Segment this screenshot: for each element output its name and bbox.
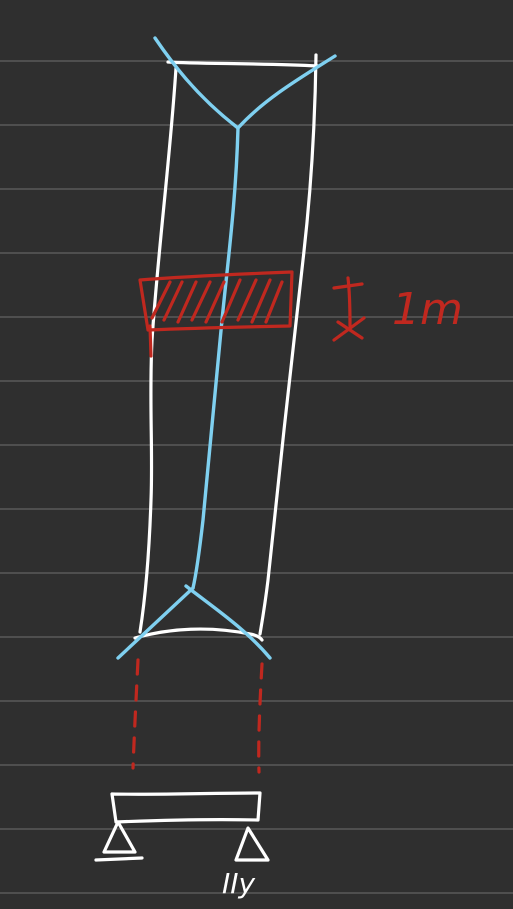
left-support-triangle: [102, 820, 137, 854]
projection-lines: [131, 658, 264, 774]
support-beam-body: [110, 791, 262, 824]
left-support-ground: [94, 856, 144, 862]
bottom-right-diagonal: [184, 584, 272, 660]
beam-left-edge: [138, 66, 178, 634]
top-right-diagonal: [236, 54, 337, 130]
support-beam: IIy: [94, 791, 270, 900]
strip-hatching: [150, 278, 284, 324]
top-left-diagonal: [153, 36, 240, 130]
bottom-left-diagonal: [116, 586, 195, 660]
beam-outline: [133, 53, 320, 642]
dimension-line: [346, 276, 352, 328]
dimension-bottom-x: [332, 316, 366, 342]
right-projection: [257, 662, 264, 774]
right-support-triangle: [234, 826, 270, 862]
strip-rectangle: [138, 270, 294, 332]
strip-width-label: 1m: [392, 284, 463, 335]
vertical-centerline: [191, 126, 240, 590]
left-projection: [131, 658, 140, 770]
centerline-pattern: [116, 36, 337, 660]
beam-right-edge: [258, 53, 318, 636]
beam-top-edge: [166, 60, 320, 68]
strip-left-tick: [148, 324, 153, 358]
strip-markup: 1m: [138, 270, 463, 358]
support-note-label: IIy: [222, 867, 256, 900]
